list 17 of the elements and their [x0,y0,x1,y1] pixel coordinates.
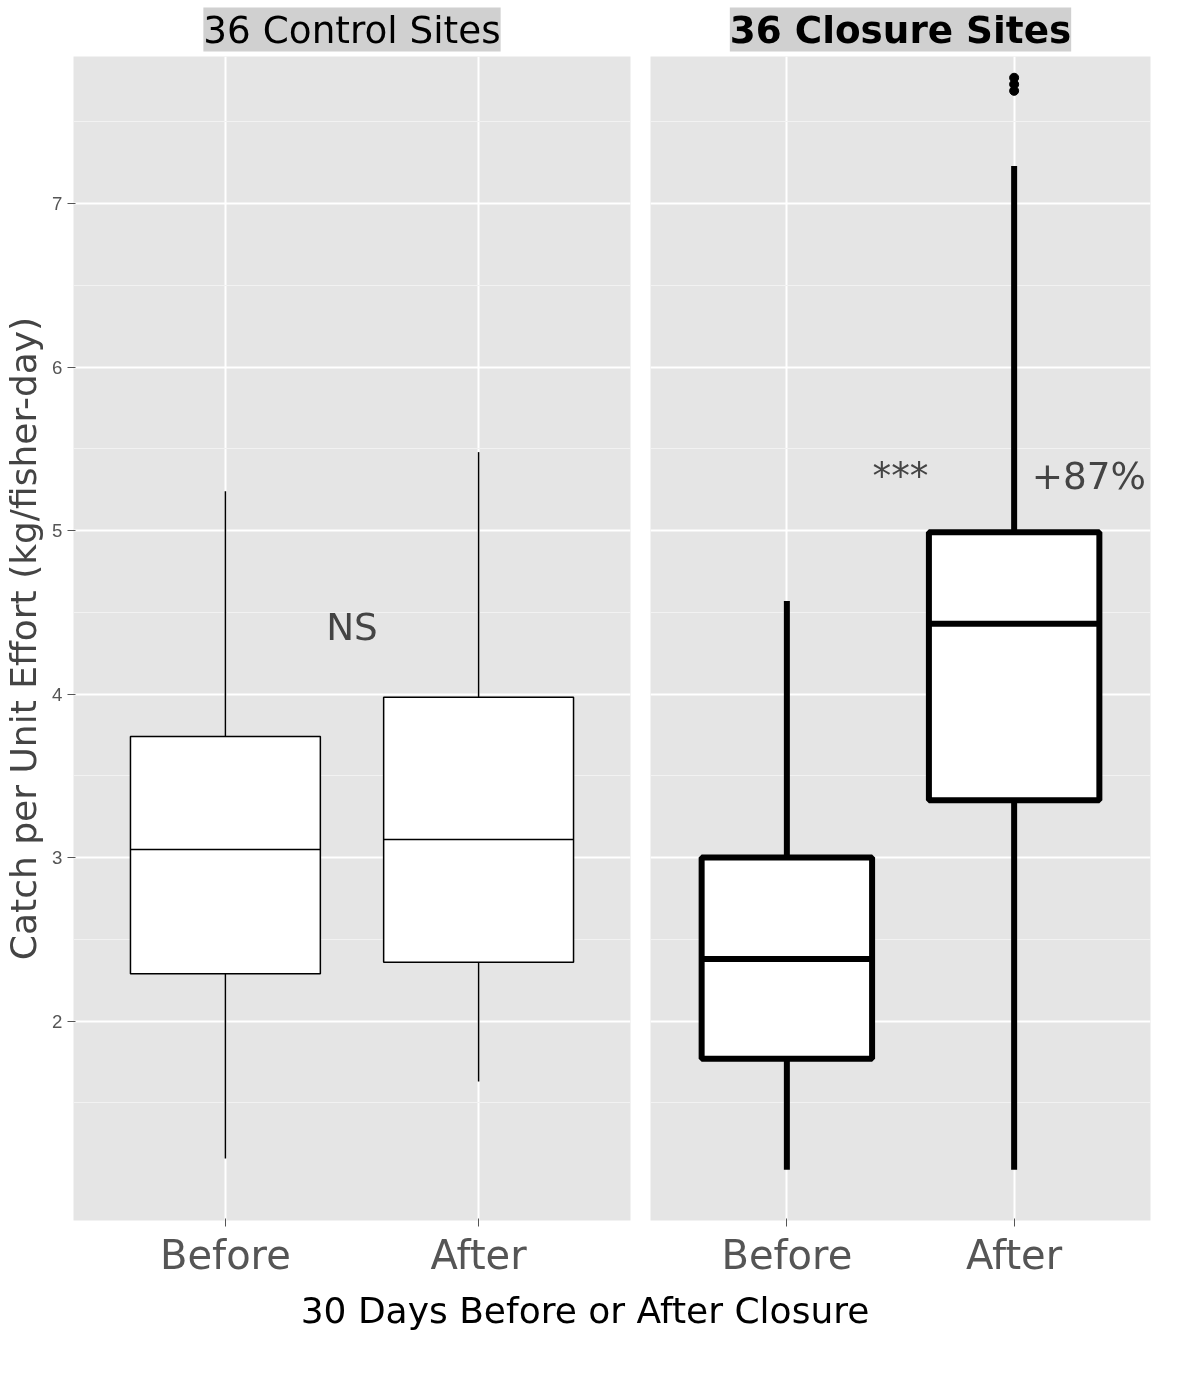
y-tick-label: 5 [52,520,63,542]
y-tick-label: 6 [52,356,63,378]
annotation: +87% [1031,453,1146,498]
chart-title: 36 Closure Sites [729,7,1072,52]
annotation: NS [326,604,378,649]
x-tick-label: After [430,1231,528,1278]
x-axis-title: 30 Days Before or After Closure [300,1289,870,1333]
annotation: *** [872,453,929,498]
chart-title: 36 Control Sites [203,7,501,52]
y-tick-label: 2 [52,1010,63,1032]
y-tick-label: 3 [52,847,63,869]
x-tick-label: Before [721,1231,853,1278]
y-tick-label: 7 [52,193,63,215]
x-tick-label: After [966,1231,1063,1278]
x-tick-label: Before [160,1231,291,1278]
y-tick-label: 4 [52,683,63,705]
y-axis-title: Catch per Unit Effort (kg/fisher-day) [3,316,45,961]
